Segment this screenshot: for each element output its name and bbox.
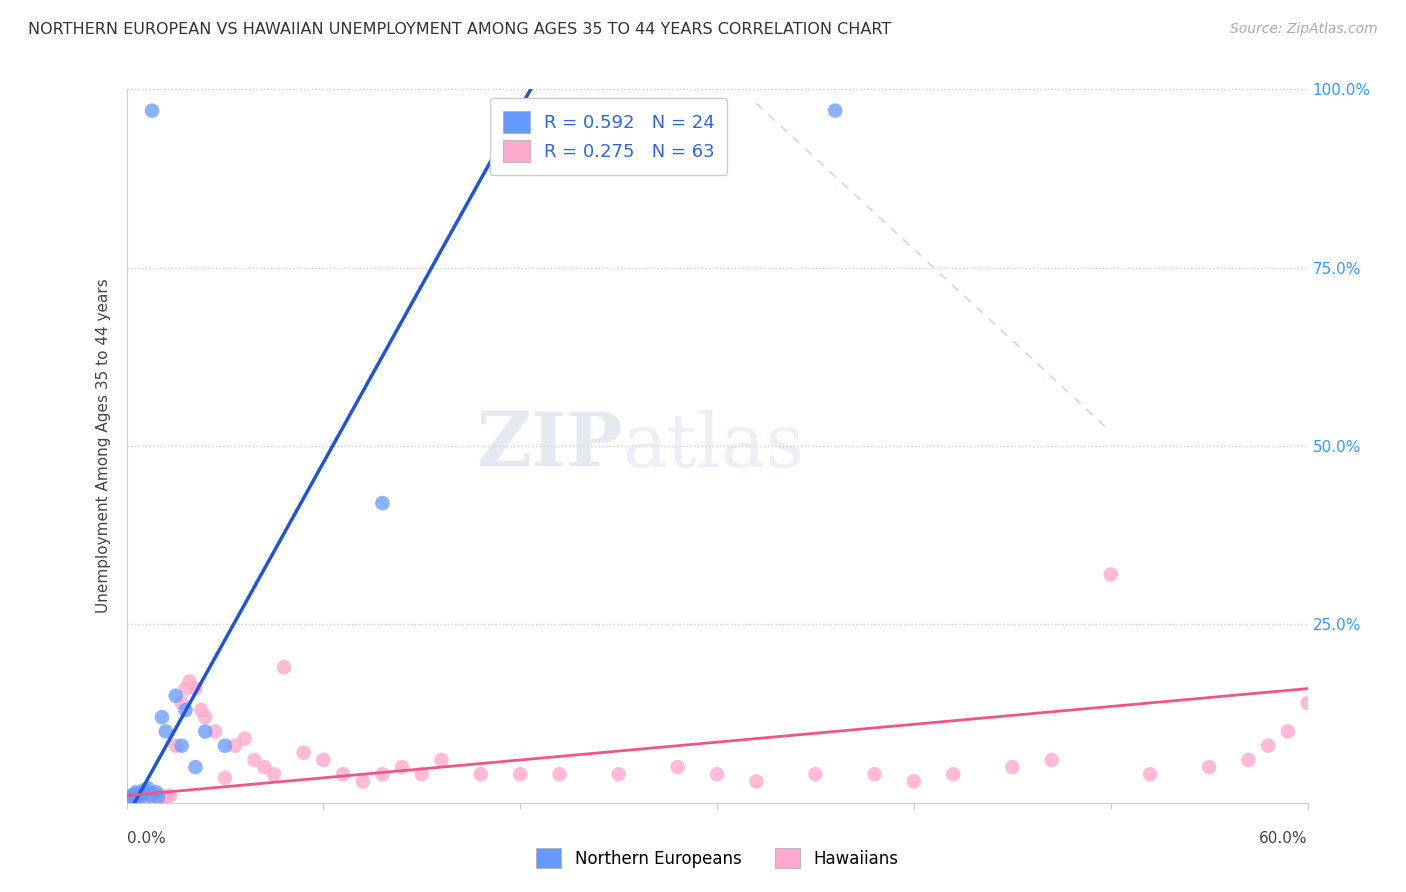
Text: 60.0%: 60.0% [1260, 831, 1308, 846]
Point [1040, 753, 1063, 767]
Point [165, 739, 187, 753]
Point [903, 774, 925, 789]
Point [170, 739, 193, 753]
Point [312, 753, 335, 767]
Point [430, 753, 453, 767]
Point [607, 767, 630, 781]
Point [1237, 753, 1260, 767]
Point [253, 760, 276, 774]
Point [1257, 739, 1279, 753]
Point [155, 790, 177, 805]
Point [146, 790, 169, 805]
Point [121, 789, 143, 803]
Point [141, 103, 163, 118]
Legend: Northern Europeans, Hawaiians: Northern Europeans, Hawaiians [527, 839, 907, 877]
Point [129, 790, 152, 805]
Point [127, 789, 149, 803]
Point [134, 783, 156, 797]
Point [125, 785, 148, 799]
Point [804, 767, 827, 781]
Point [153, 790, 176, 805]
Point [1198, 760, 1220, 774]
Point [125, 789, 148, 803]
Point [134, 787, 156, 801]
Point [165, 689, 187, 703]
Point [352, 774, 374, 789]
Point [145, 789, 167, 803]
Point [135, 789, 157, 803]
Point [1099, 567, 1122, 582]
Point [145, 785, 167, 799]
Point [204, 724, 226, 739]
Point [745, 774, 768, 789]
Point [509, 767, 531, 781]
Point [184, 681, 207, 696]
Text: atlas: atlas [623, 409, 804, 483]
Point [233, 731, 256, 746]
Point [155, 724, 177, 739]
Point [824, 103, 846, 118]
Point [136, 781, 159, 796]
Point [120, 790, 142, 805]
Point [194, 710, 217, 724]
Text: ZIP: ZIP [477, 409, 623, 483]
Point [135, 785, 157, 799]
Point [470, 767, 492, 781]
Point [863, 767, 886, 781]
Text: 0.0%: 0.0% [127, 831, 166, 846]
Point [139, 789, 162, 803]
Point [411, 767, 433, 781]
Point [214, 771, 236, 785]
Point [1296, 696, 1319, 710]
Point [121, 789, 143, 803]
Point [150, 710, 173, 724]
Point [214, 739, 236, 753]
Point [371, 767, 394, 781]
Point [194, 724, 217, 739]
Point [1277, 724, 1299, 739]
Point [143, 787, 166, 801]
Text: Source: ZipAtlas.com: Source: ZipAtlas.com [1230, 22, 1378, 37]
Point [174, 703, 197, 717]
Point [159, 789, 181, 803]
Point [391, 760, 413, 774]
Y-axis label: Unemployment Among Ages 35 to 44 years: Unemployment Among Ages 35 to 44 years [96, 278, 111, 614]
Point [131, 787, 153, 801]
Point [942, 767, 965, 781]
Point [1001, 760, 1024, 774]
Point [150, 789, 173, 803]
Point [548, 767, 571, 781]
Point [332, 767, 354, 781]
Point [174, 681, 197, 696]
Point [120, 790, 142, 805]
Point [190, 703, 212, 717]
Point [124, 789, 146, 803]
Point [170, 696, 193, 710]
Point [179, 674, 201, 689]
Point [706, 767, 728, 781]
Point [273, 660, 295, 674]
Point [124, 787, 146, 801]
Point [127, 790, 149, 805]
Point [149, 790, 172, 805]
Point [139, 789, 162, 803]
Point [263, 767, 285, 781]
Point [131, 790, 153, 805]
Point [292, 746, 315, 760]
Point [146, 789, 169, 803]
Point [224, 739, 246, 753]
Point [136, 790, 159, 805]
Point [184, 760, 207, 774]
Point [141, 790, 163, 805]
Point [666, 760, 689, 774]
Point [1139, 767, 1161, 781]
Point [129, 789, 152, 803]
Point [371, 496, 394, 510]
Text: NORTHERN EUROPEAN VS HAWAIIAN UNEMPLOYMENT AMONG AGES 35 TO 44 YEARS CORRELATION: NORTHERN EUROPEAN VS HAWAIIAN UNEMPLOYME… [28, 22, 891, 37]
Point [243, 753, 266, 767]
